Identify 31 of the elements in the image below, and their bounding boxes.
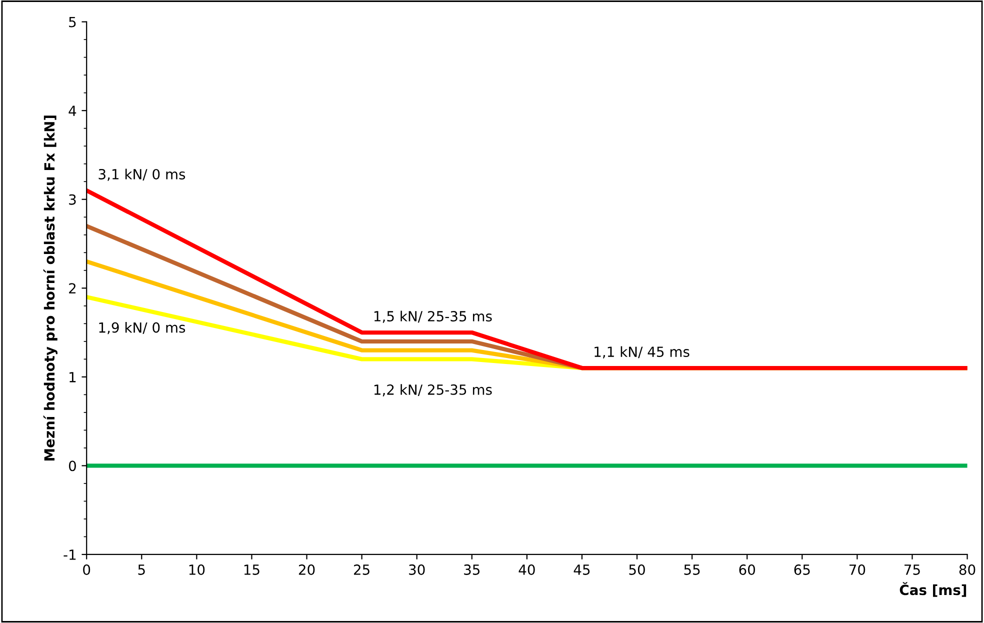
x-tick-label: 30 (409, 564, 425, 575)
x-tick-label: 55 (684, 564, 700, 575)
x-tick-label: 80 (959, 564, 976, 575)
x-tick-label: 25 (354, 564, 370, 575)
y-tick-label: 0 (68, 460, 76, 472)
x-tick-label: 5 (138, 564, 145, 575)
x-tick-label: 40 (518, 564, 535, 575)
y-tick-label: 3 (69, 194, 76, 205)
annotation: 1,9 kN/ 0 ms (99, 322, 186, 334)
x-tick-label: 75 (904, 564, 920, 575)
x-tick-label: 65 (794, 564, 810, 575)
annotation: 3,1 kN/ 0 ms (98, 168, 186, 181)
y-tick-label: 4 (68, 106, 76, 116)
annotation: 1,2 kN/ 25-35 ms (374, 384, 492, 396)
x-tick-label: 20 (298, 564, 315, 575)
x-axis-title: Čas [ms] (900, 582, 966, 597)
x-tick-label: 70 (849, 564, 866, 575)
annotation: 1,5 kN/ 25-35 ms (374, 310, 492, 323)
x-tick-label: 45 (574, 564, 590, 575)
y-axis-title: Mezní hodnoty pro horní oblast krku Fx [kN] (43, 116, 58, 461)
x-tick-label: 60 (739, 564, 756, 575)
y-tick-label: 5 (69, 16, 76, 28)
y-tick-label: 1 (70, 372, 76, 382)
x-tick-label: 15 (244, 564, 260, 575)
x-tick-label: 0 (83, 564, 90, 575)
annotation: 1,1 kN/ 45 ms (594, 346, 690, 358)
y-tick-label: -1 (64, 550, 76, 560)
x-tick-label: 10 (189, 564, 205, 575)
x-tick-label: 35 (464, 564, 480, 575)
y-tick-label: 2 (69, 283, 76, 294)
x-tick-label: 50 (629, 564, 645, 575)
